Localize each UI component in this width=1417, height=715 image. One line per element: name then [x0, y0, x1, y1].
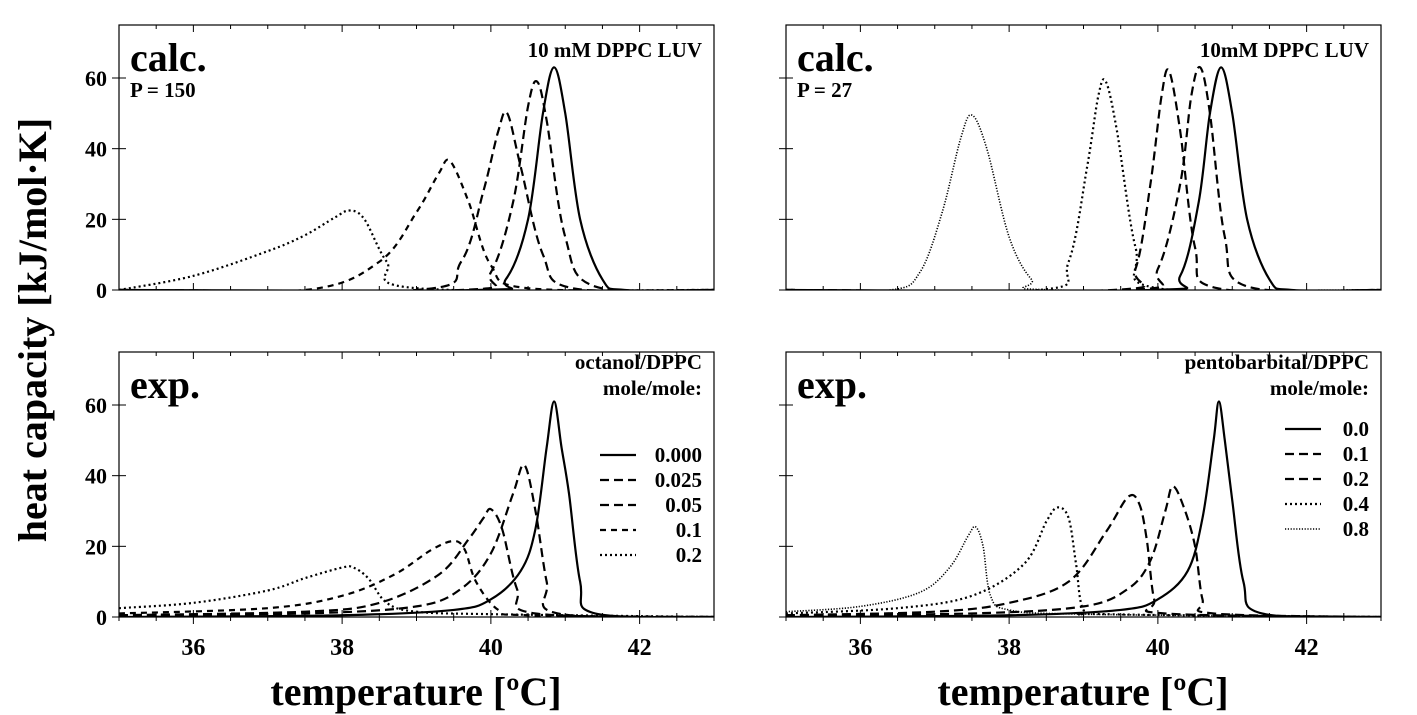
- y-tick-label: 60: [85, 393, 107, 418]
- series-line-0.0: [786, 400, 1381, 617]
- x-tick-label: 40: [1146, 635, 1170, 661]
- panel-sub-label: P = 150: [130, 78, 196, 102]
- x-tick-label: 38: [330, 635, 354, 661]
- y-tick-label: 60: [85, 66, 107, 91]
- panel-exp-octanol: 36 38 40 42 0 20 40 60 exp. octanol/DPPCmole/mole…: [85, 350, 715, 661]
- panel-note: 10 mM DPPC LUV: [528, 38, 702, 62]
- series-line-0.000: [119, 66, 714, 290]
- legend-label: 0.025: [655, 468, 702, 492]
- legend-label: 0.2: [676, 543, 702, 567]
- panel-calc-pentobarbital: calc.P = 27 10mM DPPC LUV: [779, 24, 1382, 291]
- y-tick-label: 20: [85, 534, 107, 559]
- series-line-0.1: [786, 485, 1381, 617]
- legend-title: pentobarbital/DPPC: [1185, 350, 1369, 374]
- panel-big-label: exp.: [130, 362, 200, 407]
- y-tick-label: 0: [96, 278, 107, 303]
- series-line-0.1: [119, 539, 714, 617]
- series-line-0.0: [786, 66, 1381, 290]
- series-line-0.2: [786, 68, 1381, 290]
- y-tick-label: 40: [85, 464, 107, 489]
- x-tick-label: 42: [628, 635, 652, 661]
- y-axis-label: heat capacity [kJ/mol·K]: [10, 118, 55, 542]
- series-line-0.025: [119, 463, 714, 617]
- series-line-0.000: [119, 400, 714, 617]
- legend-label: 0.8: [1343, 517, 1369, 541]
- legend-label: 0.0: [1343, 417, 1369, 441]
- x-axis-label-left: temperature [ºC]: [270, 669, 561, 714]
- panel-big-label: calc.: [130, 35, 207, 80]
- plot-frame: [118, 24, 715, 291]
- series-line-0.4: [786, 78, 1381, 290]
- x-tick-label: 36: [181, 635, 205, 661]
- series-line-0.2: [786, 493, 1381, 617]
- x-tick-label: 40: [479, 635, 503, 661]
- legend-title: mole/mole:: [1270, 376, 1369, 400]
- legend-label: 0.4: [1343, 492, 1370, 516]
- legend-title: octanol/DPPC: [575, 350, 702, 374]
- plot-frame: [785, 24, 1382, 291]
- series-line-0.05: [119, 110, 714, 290]
- legend-title: mole/mole:: [603, 376, 702, 400]
- legend-label: 0.1: [1343, 442, 1369, 466]
- legend-label: 0.1: [676, 518, 702, 542]
- legend-label: 0.000: [655, 443, 702, 467]
- x-axis-label-right: temperature [ºC]: [937, 669, 1228, 714]
- series-line-0.1: [786, 65, 1381, 290]
- panel-big-label: calc.: [797, 35, 874, 80]
- series-line-0.4: [786, 506, 1381, 617]
- series-line-0.1: [119, 158, 714, 290]
- series-line-0.8: [786, 114, 1381, 290]
- series-line-0.2: [119, 209, 714, 290]
- panel-note: 10mM DPPC LUV: [1200, 38, 1369, 62]
- series-line-0.2: [119, 565, 714, 617]
- legend-label: 0.05: [665, 493, 702, 517]
- panel-calc-octanol: 0 20 40 60 calc.P = 150 10 mM DPPC LUV: [85, 24, 715, 303]
- legend-label: 0.2: [1343, 467, 1369, 491]
- series-line-0.025: [119, 79, 714, 290]
- panel-sub-label: P = 27: [797, 78, 852, 102]
- x-tick-label: 42: [1295, 635, 1319, 661]
- panel-big-label: exp.: [797, 362, 867, 407]
- y-tick-label: 20: [85, 207, 107, 232]
- x-tick-label: 36: [848, 635, 872, 661]
- x-tick-label: 38: [997, 635, 1021, 661]
- y-tick-label: 0: [96, 605, 107, 630]
- y-tick-label: 40: [85, 137, 107, 162]
- series-line-0.05: [119, 507, 714, 617]
- series-line-0.8: [786, 525, 1381, 617]
- panel-exp-pentobarbital: 36 38 40 42 exp. pentobarbital/DPPCmole/mole:…: [779, 350, 1382, 661]
